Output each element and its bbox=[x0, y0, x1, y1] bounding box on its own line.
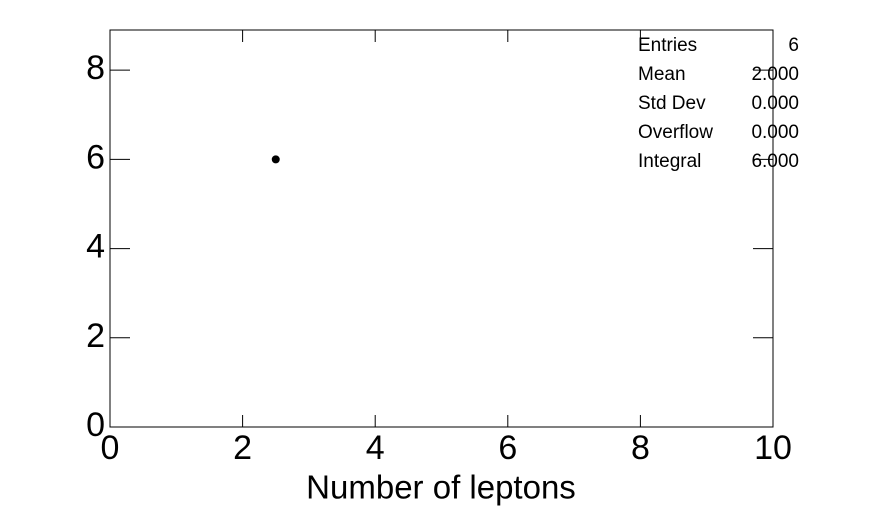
x-tick-label: 6 bbox=[498, 429, 517, 467]
x-tick-label: 4 bbox=[366, 429, 385, 467]
stat-value: 6 bbox=[788, 35, 799, 56]
stat-label: Mean bbox=[638, 64, 686, 85]
stat-label: Entries bbox=[638, 35, 697, 56]
x-tick-label: 8 bbox=[631, 429, 650, 467]
y-tick-label: 2 bbox=[86, 317, 105, 355]
x-tick-label: 0 bbox=[101, 429, 120, 467]
stat-label: Std Dev bbox=[638, 93, 706, 114]
y-tick-label: 0 bbox=[86, 406, 105, 444]
data-point bbox=[271, 155, 280, 164]
frame bbox=[109, 29, 774, 428]
stat-label: Overflow bbox=[638, 122, 713, 143]
x-tick-label: 10 bbox=[754, 429, 792, 467]
stat-value: 0.000 bbox=[751, 93, 799, 114]
stat-value: 2.000 bbox=[751, 64, 799, 85]
stat-value: 0.000 bbox=[751, 122, 799, 143]
stat-label: Integral bbox=[638, 151, 701, 172]
y-tick-label: 4 bbox=[86, 228, 105, 266]
x-tick-label: 2 bbox=[233, 429, 252, 467]
y-tick-label: 8 bbox=[86, 49, 105, 87]
stat-value: 6.000 bbox=[751, 151, 799, 172]
y-tick-label: 6 bbox=[86, 138, 105, 176]
x-axis-label: Number of leptons bbox=[306, 469, 576, 506]
